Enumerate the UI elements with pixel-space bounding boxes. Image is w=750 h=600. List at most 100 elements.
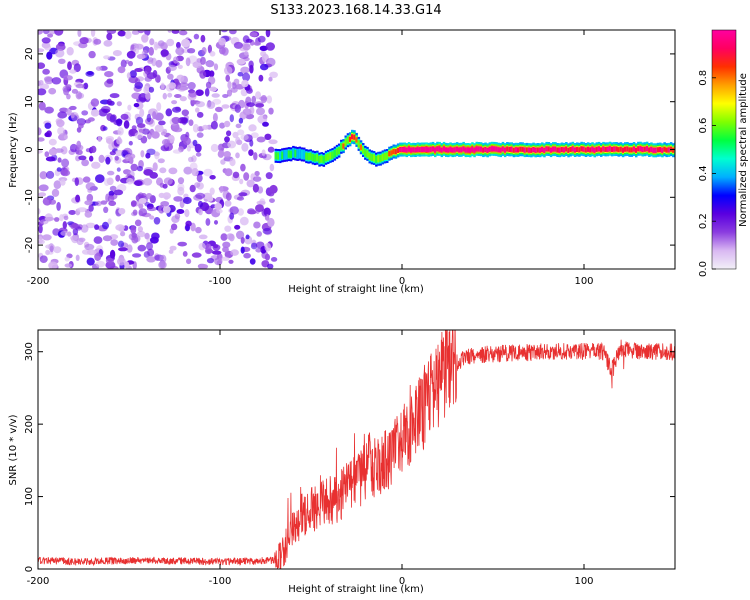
noise-speckle bbox=[163, 177, 173, 185]
noise-speckle bbox=[217, 150, 225, 158]
noise-speckle bbox=[185, 57, 191, 67]
noise-speckle bbox=[78, 237, 86, 242]
noise-speckle bbox=[137, 192, 144, 198]
noise-speckle bbox=[143, 85, 150, 95]
noise-speckle bbox=[207, 44, 212, 54]
ridge-cell bbox=[490, 147, 494, 151]
ridge-cell bbox=[405, 148, 409, 152]
noise-speckle bbox=[79, 37, 89, 45]
noise-speckle bbox=[186, 258, 192, 265]
noise-speckle bbox=[233, 41, 243, 49]
ridge-cell bbox=[383, 152, 387, 160]
snr-y-label: SNR (10 * v/v) bbox=[8, 414, 19, 485]
ridge-cell bbox=[368, 152, 371, 160]
noise-speckle bbox=[238, 192, 248, 197]
ridge-cell bbox=[418, 148, 422, 152]
noise-speckle bbox=[67, 61, 72, 71]
noise-speckle bbox=[218, 37, 227, 46]
noise-speckle bbox=[174, 213, 181, 220]
noise-speckle bbox=[46, 170, 55, 179]
noise-speckle bbox=[253, 41, 261, 46]
noise-speckle bbox=[48, 261, 58, 269]
ridge-cell bbox=[394, 149, 398, 155]
noise-speckle bbox=[187, 48, 196, 54]
noise-speckle bbox=[130, 225, 137, 235]
noise-speckle bbox=[240, 66, 250, 74]
ridge-cell bbox=[578, 147, 581, 153]
noise-speckle bbox=[255, 241, 265, 249]
ridge-cell bbox=[576, 146, 579, 152]
colorbar-tick-label: 0.2 bbox=[698, 213, 709, 229]
noise-speckle bbox=[162, 205, 171, 214]
ridge-cell bbox=[442, 147, 446, 151]
noise-speckle bbox=[106, 138, 113, 144]
noise-speckle bbox=[255, 91, 262, 100]
noise-speckle bbox=[211, 93, 220, 98]
noise-speckle bbox=[38, 208, 41, 215]
noise-speckle bbox=[193, 33, 200, 40]
noise-speckle bbox=[194, 143, 202, 153]
noise-speckle bbox=[199, 70, 207, 79]
noise-speckle bbox=[162, 192, 171, 200]
noise-speckle bbox=[241, 142, 249, 152]
noise-speckle bbox=[262, 121, 269, 127]
ridge-cell bbox=[420, 147, 424, 152]
noise-speckle bbox=[170, 223, 178, 231]
ridge-cell bbox=[436, 147, 439, 151]
noise-speckle bbox=[132, 253, 142, 258]
ridge-cell bbox=[281, 151, 284, 159]
noise-speckle bbox=[38, 149, 43, 154]
ridge-cell bbox=[359, 144, 363, 150]
noise-speckle bbox=[206, 101, 216, 109]
noise-speckle bbox=[87, 117, 95, 122]
noise-speckle bbox=[126, 72, 131, 79]
noise-speckle bbox=[152, 111, 157, 120]
noise-speckle bbox=[76, 118, 86, 126]
ridge-cell bbox=[536, 147, 540, 153]
ridge-cell bbox=[303, 149, 306, 160]
ridge-cell bbox=[632, 147, 636, 151]
noise-speckle bbox=[174, 94, 182, 98]
ridge-cell bbox=[493, 147, 496, 151]
ridge-cell bbox=[538, 148, 542, 152]
noise-speckle bbox=[84, 210, 93, 218]
ridge-cell bbox=[604, 146, 607, 152]
noise-speckle bbox=[62, 221, 67, 229]
noise-speckle bbox=[109, 93, 120, 99]
ridge-cell bbox=[466, 148, 470, 152]
noise-speckle bbox=[219, 185, 224, 194]
noise-speckle bbox=[115, 174, 121, 182]
noise-speckle bbox=[204, 88, 210, 97]
noise-speckle bbox=[212, 250, 222, 255]
ridge-cell bbox=[392, 148, 395, 155]
noise-speckle bbox=[71, 88, 78, 94]
noise-speckle bbox=[104, 71, 114, 78]
snr-x-tick-label: 100 bbox=[574, 576, 593, 587]
noise-speckle bbox=[106, 32, 113, 41]
noise-speckle bbox=[63, 215, 69, 221]
noise-speckle bbox=[181, 38, 191, 48]
noise-speckle bbox=[246, 87, 253, 94]
noise-speckle bbox=[171, 116, 181, 124]
ridge-cell bbox=[300, 149, 304, 160]
noise-speckle bbox=[234, 224, 241, 230]
ridge-cell bbox=[556, 147, 559, 153]
ridge-cell bbox=[613, 147, 616, 151]
noise-speckle bbox=[38, 101, 46, 111]
noise-speckle bbox=[255, 248, 262, 253]
spectrogram-y-ticks: -20 -10 0 10 20 bbox=[24, 48, 675, 253]
snr-frame bbox=[37, 329, 676, 570]
ridge-cell bbox=[453, 148, 457, 152]
noise-speckle bbox=[213, 244, 219, 249]
noise-speckle bbox=[60, 169, 71, 177]
ridge-cell bbox=[311, 153, 315, 162]
noise-speckle bbox=[56, 201, 61, 211]
noise-speckle bbox=[95, 66, 102, 71]
noise-speckle bbox=[42, 68, 50, 75]
ridge-cell bbox=[379, 155, 382, 163]
noise-speckle bbox=[73, 63, 81, 73]
ridge-cell bbox=[305, 152, 308, 160]
noise-speckle bbox=[38, 224, 43, 234]
noise-speckle bbox=[116, 167, 121, 172]
noise-speckle bbox=[159, 167, 167, 174]
